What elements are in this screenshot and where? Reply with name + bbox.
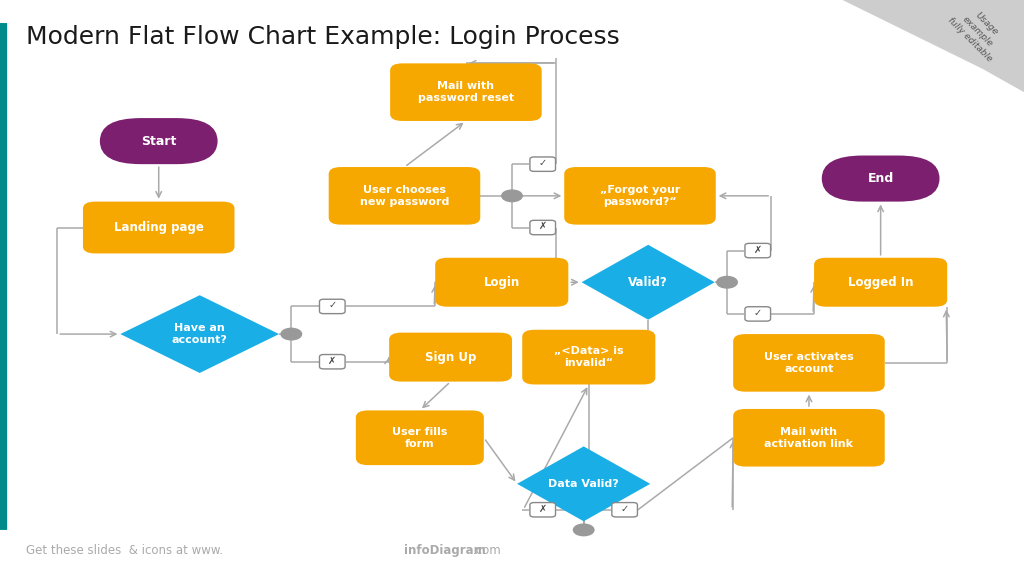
- FancyBboxPatch shape: [564, 167, 716, 225]
- FancyBboxPatch shape: [612, 502, 637, 517]
- Circle shape: [717, 276, 737, 288]
- Circle shape: [281, 328, 302, 340]
- FancyBboxPatch shape: [389, 333, 512, 382]
- FancyBboxPatch shape: [530, 157, 556, 171]
- FancyBboxPatch shape: [733, 409, 885, 467]
- Text: ✗: ✗: [754, 244, 762, 255]
- FancyBboxPatch shape: [530, 221, 556, 235]
- Text: ✓: ✓: [621, 503, 629, 514]
- Text: Logged In: Logged In: [848, 276, 913, 289]
- Text: ✗: ✗: [329, 355, 336, 366]
- FancyBboxPatch shape: [733, 334, 885, 392]
- Text: Have an
account?: Have an account?: [172, 323, 227, 345]
- FancyBboxPatch shape: [814, 258, 947, 306]
- Text: ✗: ✗: [539, 503, 547, 514]
- Text: Landing page: Landing page: [114, 221, 204, 234]
- Text: Sign Up: Sign Up: [425, 351, 476, 363]
- FancyBboxPatch shape: [530, 502, 555, 517]
- FancyBboxPatch shape: [0, 23, 7, 530]
- Text: ✓: ✓: [754, 308, 762, 318]
- Text: Mail with
password reset: Mail with password reset: [418, 81, 514, 103]
- FancyBboxPatch shape: [745, 306, 771, 321]
- Text: „<Data> is
invalid“: „<Data> is invalid“: [554, 346, 624, 368]
- Text: Get these slides  & icons at www.: Get these slides & icons at www.: [26, 544, 223, 556]
- Text: ✓: ✓: [539, 158, 547, 168]
- Text: Usage
example
fully editable: Usage example fully editable: [946, 0, 1010, 64]
- Text: ✗: ✗: [539, 221, 547, 232]
- FancyBboxPatch shape: [100, 118, 218, 164]
- FancyBboxPatch shape: [319, 300, 345, 313]
- Text: „Forgot your
password?“: „Forgot your password?“: [600, 185, 680, 207]
- FancyBboxPatch shape: [522, 329, 655, 385]
- Polygon shape: [517, 446, 650, 521]
- Text: Start: Start: [141, 135, 176, 147]
- Polygon shape: [582, 245, 715, 320]
- FancyBboxPatch shape: [319, 354, 345, 369]
- Text: infoDiagram: infoDiagram: [404, 544, 486, 556]
- Text: Valid?: Valid?: [629, 276, 668, 289]
- Text: Mail with
activation link: Mail with activation link: [765, 427, 853, 449]
- FancyBboxPatch shape: [83, 202, 234, 253]
- Text: User activates
account: User activates account: [764, 352, 854, 374]
- Text: .com: .com: [473, 544, 502, 556]
- Circle shape: [573, 524, 594, 536]
- Text: Login: Login: [483, 276, 520, 289]
- Polygon shape: [121, 295, 279, 373]
- Text: End: End: [867, 172, 894, 185]
- FancyBboxPatch shape: [435, 258, 568, 306]
- FancyBboxPatch shape: [329, 167, 480, 225]
- Text: Modern Flat Flow Chart Example: Login Process: Modern Flat Flow Chart Example: Login Pr…: [26, 25, 620, 50]
- Text: Data Valid?: Data Valid?: [548, 479, 620, 489]
- Circle shape: [502, 190, 522, 202]
- Polygon shape: [819, 0, 1024, 104]
- FancyBboxPatch shape: [821, 156, 940, 202]
- FancyBboxPatch shape: [745, 243, 771, 257]
- FancyBboxPatch shape: [390, 63, 542, 121]
- Text: ✓: ✓: [329, 300, 336, 310]
- Text: User fills
form: User fills form: [392, 427, 447, 449]
- FancyBboxPatch shape: [356, 410, 483, 465]
- Text: User chooses
new password: User chooses new password: [359, 185, 450, 207]
